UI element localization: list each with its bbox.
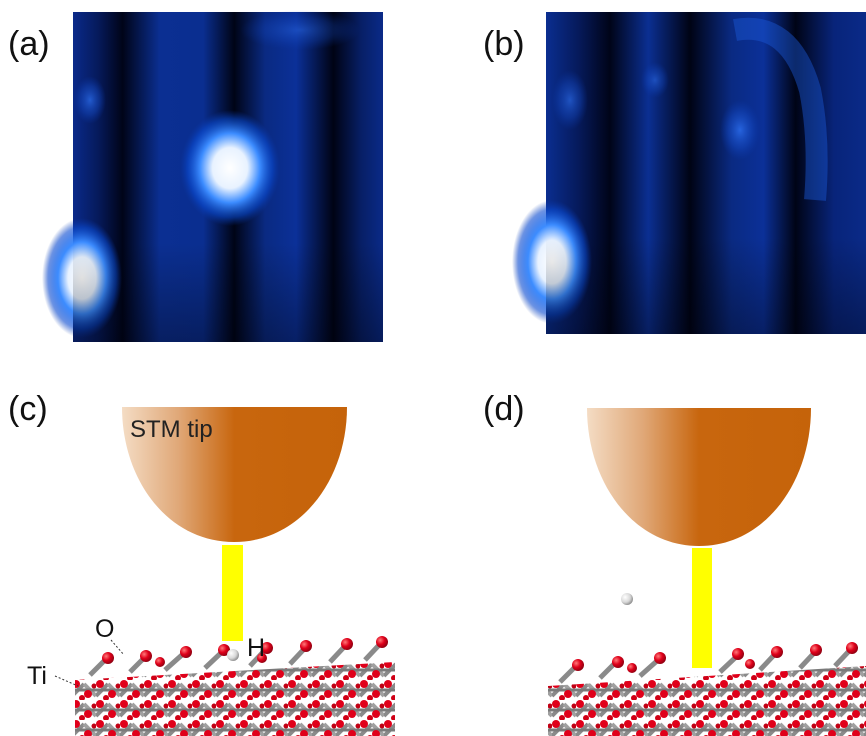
hydrogen-label: H	[247, 634, 265, 662]
panel-b: (b)	[483, 12, 866, 334]
titanium-pointer	[54, 675, 79, 687]
stm-image-a	[42, 10, 383, 342]
panel-d: (d)	[483, 390, 866, 736]
hydrogen-atom-d	[621, 593, 633, 605]
panel-d-label: (d)	[483, 390, 525, 428]
panel-a-label: (a)	[8, 25, 50, 63]
stm-image-b	[512, 12, 866, 334]
panel-c: (c) STM tip	[8, 390, 395, 736]
surface-slab-d	[548, 642, 866, 736]
panel-b-label: (b)	[483, 25, 525, 63]
panel-c-label: (c)	[8, 390, 48, 428]
oxygen-pointer	[110, 639, 125, 656]
titanium-label: Ti	[27, 662, 47, 690]
hydrogen-atom-c	[227, 649, 239, 661]
stm-tip-c	[122, 407, 347, 542]
tunneling-current-c	[222, 545, 243, 641]
panel-a: (a)	[8, 10, 383, 342]
tunneling-current-d	[692, 548, 712, 668]
oxygen-label: O	[95, 615, 114, 643]
stm-tip-d	[587, 408, 811, 546]
surface-slab-c	[75, 636, 395, 736]
stm-tip-label: STM tip	[130, 416, 213, 443]
